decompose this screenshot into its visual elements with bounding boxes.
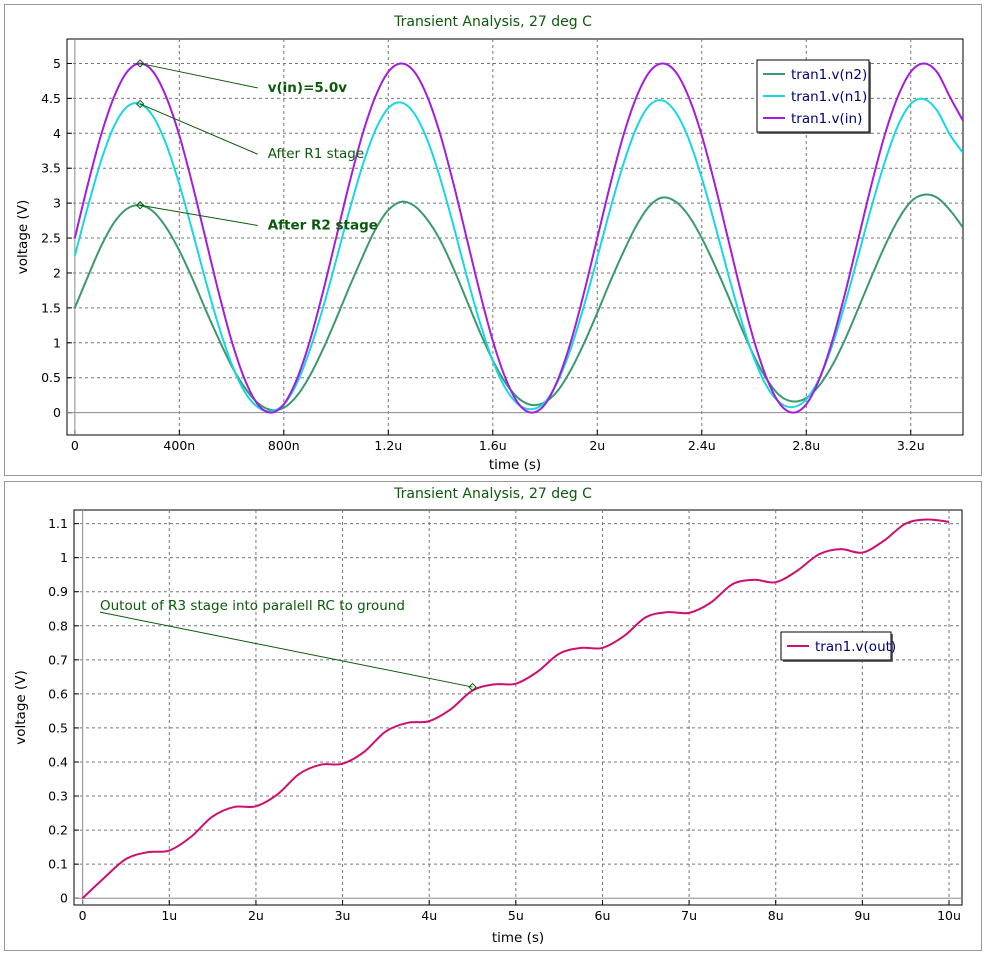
bottom-chart: Transient Analysis, 27 deg C 0 1u 2u 3u 4u 5u 6…	[13, 486, 963, 946]
y-tick-label: 5	[53, 56, 61, 71]
y-tick-label: 0.7	[48, 652, 68, 667]
annotation-leader	[140, 204, 258, 226]
legend-label: tran1.v(n2)	[791, 67, 867, 83]
y-tick-label: 4.5	[41, 91, 61, 106]
annotation-label: After R1 stage	[268, 146, 364, 162]
y-tick-label: 1.5	[41, 300, 61, 315]
y-tick-label: 0.4	[48, 754, 68, 769]
x-tick-label: 400n	[163, 438, 195, 453]
chart-title: Transient Analysis, 27 deg C	[393, 14, 592, 30]
y-tick-label: 4	[53, 126, 61, 141]
y-tick-label: 0.6	[48, 686, 68, 701]
y-tick-label: 0.2	[48, 823, 68, 838]
y-tick-label: 0.5	[41, 370, 61, 385]
x-tick-label: 5u	[508, 908, 524, 923]
y-tick-label: 3.5	[41, 161, 61, 176]
y-tick-label: 0.9	[48, 584, 68, 599]
legend-label: tran1.v(in)	[791, 111, 862, 127]
legend-label: tran1.v(out)	[815, 639, 896, 655]
y-tick-label: 0.8	[48, 618, 68, 633]
x-tick-label: 2.4u	[688, 438, 716, 453]
x-tick-label: 1.2u	[374, 438, 402, 453]
x-axis-label: time (s)	[492, 930, 544, 946]
annotation-marker	[468, 682, 477, 692]
x-axis-label: time (s)	[489, 457, 541, 473]
x-tick-label: 0	[79, 908, 87, 923]
annotation-leader	[139, 103, 258, 155]
top-chart-panel: Transient Analysis, 27 deg C 0 400n 800n 1.2…	[4, 4, 982, 476]
y-tick-label: 0.1	[48, 857, 68, 872]
x-tick-label: 6u	[595, 908, 611, 923]
y-tick-label: 1	[53, 335, 61, 350]
annotation-marker	[135, 59, 145, 68]
x-tick-label: 0	[71, 438, 79, 453]
x-tick-label: 8u	[768, 908, 784, 923]
plot-area	[73, 509, 963, 906]
series-line-tran1.v(out)	[81, 518, 950, 899]
annotation-label: v(in)=5.0v	[268, 80, 348, 96]
x-tick-label: 2u	[248, 908, 264, 923]
annotation-marker	[135, 99, 145, 109]
chart-title: Transient Analysis, 27 deg C	[393, 486, 592, 502]
x-tick-label: 1.6u	[479, 438, 507, 453]
top-chart: Transient Analysis, 27 deg C 0 400n 800n 1.2…	[15, 14, 964, 473]
x-tick-label: 800n	[268, 438, 300, 453]
annotation-leader	[140, 62, 258, 89]
annotation-label: Outout of R3 stage into paralell RC to g…	[100, 598, 405, 614]
y-tick-label: 0.3	[48, 789, 68, 804]
series-line-tran1.v(in)	[73, 62, 963, 414]
x-tick-label: 1u	[161, 908, 177, 923]
x-tick-label: 3.2u	[897, 438, 925, 453]
y-axis-label: voltage (V)	[15, 200, 31, 275]
x-tick-label: 4u	[421, 908, 437, 923]
y-axis-label: voltage (V)	[13, 670, 29, 745]
y-tick-label: 2	[53, 265, 61, 280]
y-tick-label: 2.5	[41, 231, 61, 246]
x-tick-label: 2.8u	[792, 438, 820, 453]
y-tick-label: 0	[53, 405, 61, 420]
x-tick-label: 7u	[681, 908, 697, 923]
legend-label: tran1.v(n1)	[791, 89, 867, 105]
y-tick-label: 1	[60, 550, 68, 565]
y-tick-label: 0.5	[48, 720, 68, 735]
annotation-marker	[135, 201, 145, 210]
x-tick-label: 3u	[335, 908, 351, 923]
annotation-leader	[99, 611, 473, 688]
y-tick-label: 0	[60, 891, 68, 906]
y-tick-label: 1.1	[48, 516, 68, 531]
x-tick-label: 2u	[589, 438, 605, 453]
annotation-label: After R2 stage	[268, 217, 378, 233]
x-tick-label: 10u	[937, 908, 961, 923]
bottom-chart-panel: Transient Analysis, 27 deg C 0 1u 2u 3u 4u 5u 6…	[4, 481, 982, 951]
x-tick-label: 9u	[854, 908, 870, 923]
y-tick-label: 3	[53, 196, 61, 211]
